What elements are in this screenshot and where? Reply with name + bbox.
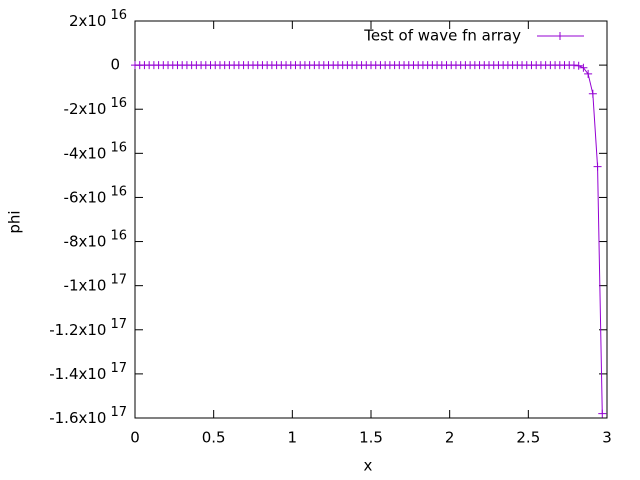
data-point <box>588 89 597 98</box>
legend-label: Test of wave fn array <box>363 27 521 45</box>
y-tick-exponent: 17 <box>110 272 127 287</box>
y-tick-mantissa: -2x10 <box>64 100 107 118</box>
y-tick-label: 0 <box>110 56 120 74</box>
y-tick-mantissa: -6x10 <box>64 188 107 206</box>
x-tick-label: 3 <box>602 429 612 447</box>
y-tick-mantissa: -1x10 <box>64 276 107 294</box>
x-tick-label: 2 <box>445 429 455 447</box>
data-point <box>584 69 593 78</box>
y-tick-label: -1.4x10 17 <box>49 360 127 382</box>
y-tick-exponent: 17 <box>110 405 127 420</box>
y-tick-mantissa: -4x10 <box>64 144 107 162</box>
data-point <box>598 409 607 418</box>
y-tick-mantissa: -8x10 <box>64 232 107 250</box>
y-tick-label: -1x10 17 <box>64 272 127 294</box>
data-point <box>574 61 583 70</box>
x-tick-label: 2.5 <box>516 429 540 447</box>
x-tick-label: 1 <box>288 429 298 447</box>
legend-marker <box>556 32 564 40</box>
x-tick-label: 1.5 <box>359 429 383 447</box>
y-tick-exponent: 16 <box>110 96 127 111</box>
y-tick-exponent: 16 <box>110 184 127 199</box>
y-tick-exponent: 17 <box>110 360 127 375</box>
y-tick-label: 2x10 16 <box>69 8 127 30</box>
y-tick-exponent: 16 <box>110 228 127 243</box>
y-tick-mantissa: -1.2x10 <box>49 320 106 338</box>
y-tick-exponent: 16 <box>110 8 127 23</box>
y-tick-label: -1.6x10 17 <box>49 405 127 427</box>
x-tick-label: 0 <box>130 429 140 447</box>
data-point <box>593 162 602 171</box>
data-point <box>579 63 588 72</box>
y-tick-label: -8x10 16 <box>64 228 127 250</box>
y-tick-label: -6x10 16 <box>64 184 127 206</box>
y-axis-label: phi <box>6 210 24 233</box>
x-tick-label: 0.5 <box>202 429 226 447</box>
y-tick-mantissa: 2x10 <box>69 12 107 30</box>
y-tick-mantissa: -1.4x10 <box>49 364 106 382</box>
y-tick-mantissa: -1.6x10 <box>49 409 106 427</box>
y-tick-exponent: 16 <box>110 140 127 155</box>
x-axis-label: x <box>364 457 373 475</box>
data-point <box>569 61 578 70</box>
y-tick-label: -4x10 16 <box>64 140 127 162</box>
y-tick-exponent: 17 <box>110 316 127 331</box>
y-tick-label: -1.2x10 17 <box>49 316 127 338</box>
y-tick-label: -2x10 16 <box>64 96 127 118</box>
